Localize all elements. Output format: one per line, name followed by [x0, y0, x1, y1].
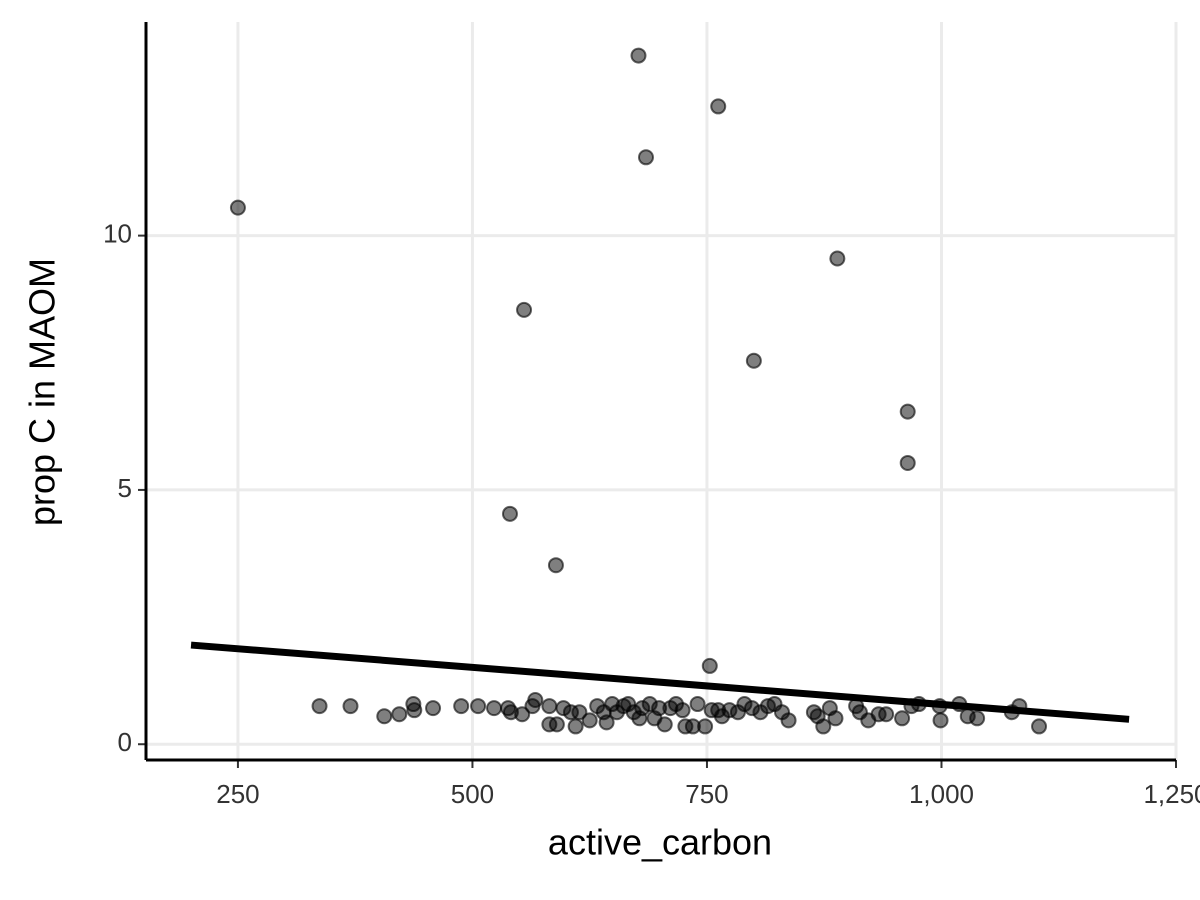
point [453, 698, 470, 715]
point [899, 454, 916, 471]
point [581, 712, 598, 729]
point [827, 710, 844, 727]
point [878, 706, 895, 723]
point [541, 698, 558, 715]
point [527, 691, 544, 708]
point [486, 700, 503, 717]
point [547, 557, 564, 574]
point [815, 718, 832, 735]
point [637, 149, 654, 166]
point [311, 698, 328, 715]
x-axis-title: active_carbon [548, 822, 772, 863]
point [571, 704, 588, 721]
y-axis-title: prop C in MAOM [22, 258, 63, 526]
y-tick-label: 0 [118, 727, 132, 757]
point [342, 698, 359, 715]
point [745, 352, 762, 369]
point [598, 714, 615, 731]
point [894, 710, 911, 727]
point [932, 712, 949, 729]
y-tick-label: 10 [103, 218, 132, 248]
point [229, 199, 246, 216]
point [391, 706, 408, 723]
y-tick-label: 5 [118, 473, 132, 503]
point [514, 706, 531, 723]
point [406, 702, 423, 719]
point [516, 301, 533, 318]
x-tick-label: 500 [451, 779, 494, 809]
point [425, 700, 442, 717]
point [376, 708, 393, 725]
point [548, 716, 565, 733]
point [674, 702, 691, 719]
point [710, 98, 727, 115]
point [470, 698, 487, 715]
point [829, 250, 846, 267]
x-tick-label: 1,000 [909, 779, 974, 809]
point [630, 47, 647, 64]
point [656, 716, 673, 733]
point [969, 710, 986, 727]
x-tick-label: 750 [685, 779, 728, 809]
point [1031, 718, 1048, 735]
x-tick-label: 1,250 [1143, 779, 1200, 809]
point [501, 505, 518, 522]
x-tick-label: 250 [216, 779, 259, 809]
point [701, 657, 718, 674]
fit-line [190, 641, 1130, 723]
point [780, 712, 797, 729]
point [689, 696, 706, 713]
point [899, 403, 916, 420]
point [567, 718, 584, 735]
point [697, 718, 714, 735]
